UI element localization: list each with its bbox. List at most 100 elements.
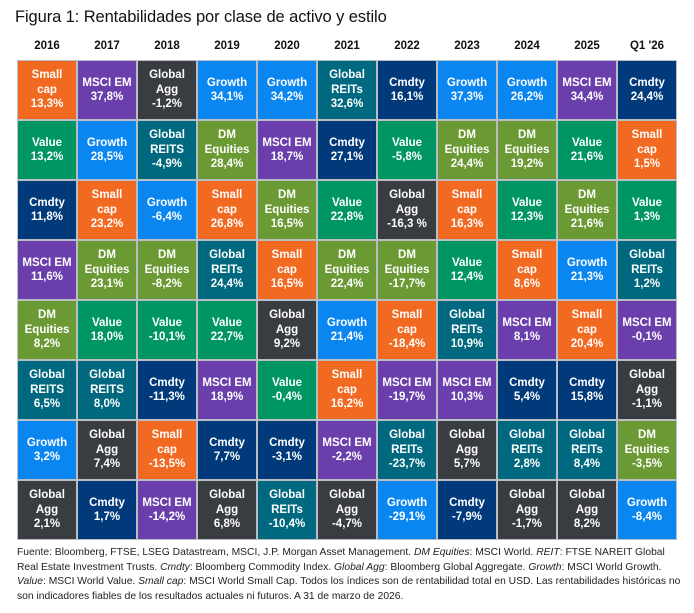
- quilt-cell: Small cap -13,5%: [137, 420, 197, 480]
- return-value: 8,0%: [93, 398, 121, 411]
- asset-label: Small: [211, 189, 243, 202]
- quilt-cell: Small cap 8,6%: [497, 240, 557, 300]
- return-value: 1,7%: [93, 511, 121, 523]
- asset-label: cap: [517, 263, 537, 276]
- asset-label: Cmdty: [329, 136, 365, 149]
- asset-label: Agg: [635, 383, 659, 396]
- asset-label: DM: [158, 249, 176, 262]
- footnote-term: Value: [17, 576, 43, 587]
- asset-label: REITS: [150, 143, 184, 156]
- asset-label: Value: [631, 196, 663, 209]
- return-value: 1,2%: [633, 278, 661, 291]
- year-header-row: 2016 2017 2018 2019 2020 2021 2022 2023 2024 2025…: [17, 40, 677, 58]
- return-value: 24,4%: [450, 158, 484, 171]
- quilt-cell: Growth 34,2%: [257, 60, 317, 120]
- asset-label: Agg: [335, 503, 359, 516]
- quilt-cell: Growth 37,3%: [437, 60, 497, 120]
- return-value: 18,0%: [90, 331, 124, 343]
- return-value: 16,5%: [270, 278, 304, 291]
- quilt-cell: Small cap 16,5%: [257, 240, 317, 300]
- return-value: 11,6%: [31, 271, 63, 283]
- return-value: 16,1%: [390, 91, 424, 103]
- column-header: 2020: [274, 40, 300, 52]
- return-value: 7,7%: [213, 451, 241, 463]
- return-value: 6,8%: [213, 518, 241, 531]
- asset-label: Cmdty: [449, 496, 485, 509]
- quilt-cell: Growth 3,2%: [17, 420, 77, 480]
- asset-label: Growth: [206, 76, 248, 89]
- return-value: -3,1%: [271, 451, 303, 463]
- quilt-cell: Cmdty 24,4%: [617, 60, 677, 120]
- asset-label: MSCI EM: [382, 376, 432, 389]
- return-value: 2,1%: [33, 518, 61, 531]
- column-header: 2025: [574, 40, 600, 52]
- return-value: 7,4%: [93, 458, 121, 471]
- return-value: 18,7%: [270, 151, 304, 163]
- column-header: 2019: [214, 40, 240, 52]
- asset-label: DM: [518, 129, 536, 142]
- return-value: -8,2%: [151, 278, 183, 291]
- footnote-term: DM Equities: [413, 547, 470, 558]
- asset-label: Growth: [566, 256, 608, 269]
- return-value: -13,5%: [148, 458, 186, 471]
- asset-label: Global: [389, 429, 425, 442]
- asset-label: Small: [331, 369, 363, 382]
- asset-label: Equities: [84, 263, 130, 276]
- asset-label: Cmdty: [269, 436, 305, 449]
- asset-label: Agg: [215, 503, 239, 516]
- return-value: -4,9%: [151, 158, 183, 171]
- footnote-text: : MSCI World Value.: [42, 576, 139, 587]
- return-value: 23,2%: [90, 218, 124, 231]
- return-value: 5,7%: [453, 458, 481, 471]
- quilt-cell: Cmdty 5,4%: [497, 360, 557, 420]
- return-value: 15,8%: [570, 391, 604, 403]
- asset-label: REITs: [571, 443, 603, 456]
- asset-label: REITs: [211, 263, 243, 276]
- asset-label: Global: [389, 189, 425, 202]
- quilt-cell: DM Equities 22,4%: [317, 240, 377, 300]
- quilt-cell: DM Equities 28,4%: [197, 120, 257, 180]
- quilt-cell: MSCI EM -2,2%: [317, 420, 377, 480]
- return-value: 8,4%: [573, 458, 601, 471]
- asset-label: Value: [271, 376, 303, 389]
- asset-label: REITs: [631, 263, 663, 276]
- asset-label: Small: [151, 429, 183, 442]
- asset-label: REITs: [451, 323, 483, 336]
- quilt-cell: Global REITS 8,0%: [77, 360, 137, 420]
- return-value: 37,3%: [450, 91, 484, 103]
- quilt-cell: DM Equities -17,7%: [377, 240, 437, 300]
- asset-label: Growth: [626, 496, 668, 509]
- quilt-cell: Value 1,3%: [617, 180, 677, 240]
- footnote-text: : MSCI World Growth.: [561, 561, 662, 573]
- quilt-cell: MSCI EM 34,4%: [557, 60, 617, 120]
- asset-label: Agg: [155, 83, 179, 96]
- quilt-cell: Growth 28,5%: [77, 120, 137, 180]
- footnote-term: Small cap: [138, 576, 184, 587]
- return-value: -0,1%: [631, 331, 663, 343]
- return-value: 32,6%: [330, 98, 364, 111]
- quilt-cell: Global REITs 8,4%: [557, 420, 617, 480]
- asset-label: DM: [278, 189, 296, 202]
- asset-label: Equities: [504, 143, 550, 156]
- quilt-cell: Value -10,1%: [137, 300, 197, 360]
- quilt-cell: MSCI EM -19,7%: [377, 360, 437, 420]
- quilt-cell: Cmdty -3,1%: [257, 420, 317, 480]
- footnote-text: : MSCI World Small Cap. Todos los índice…: [17, 576, 681, 602]
- quilt-cell: Global REITs 10,9%: [437, 300, 497, 360]
- asset-label: DM: [638, 429, 656, 442]
- return-value: 21,6%: [570, 151, 604, 163]
- quilt-cell: Global Agg -1,1%: [617, 360, 677, 420]
- quilt-cell: Global Agg -4,7%: [317, 480, 377, 540]
- asset-label: MSCI EM: [82, 76, 132, 89]
- quilt-cell: Value 13,2%: [17, 120, 77, 180]
- quilt-cell: Global REITs 1,2%: [617, 240, 677, 300]
- asset-label: MSCI EM: [622, 316, 672, 329]
- return-value: 1,3%: [633, 211, 661, 223]
- asset-label: Value: [451, 256, 483, 269]
- quilt-cell: Global Agg 6,8%: [197, 480, 257, 540]
- asset-label: Cmdty: [89, 496, 125, 509]
- footnote-text: Fuente: Bloomberg, FTSE, LSEG Datastream…: [17, 547, 414, 558]
- return-value: -6,4%: [151, 211, 183, 223]
- return-value: 34,4%: [570, 91, 604, 103]
- asset-label: REITs: [331, 83, 363, 96]
